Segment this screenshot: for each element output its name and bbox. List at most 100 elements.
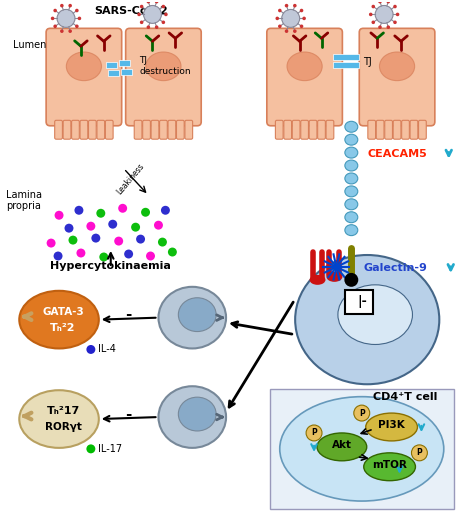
FancyBboxPatch shape	[151, 121, 159, 139]
Circle shape	[60, 29, 64, 33]
Circle shape	[136, 234, 145, 244]
Ellipse shape	[310, 275, 326, 285]
Text: Tₕ²17: Tₕ²17	[46, 406, 80, 416]
Circle shape	[275, 16, 279, 20]
Text: RORγt: RORγt	[45, 422, 82, 432]
Circle shape	[155, 0, 158, 4]
Circle shape	[141, 208, 150, 216]
FancyBboxPatch shape	[275, 121, 283, 139]
Text: Tₕ²2: Tₕ²2	[50, 323, 76, 332]
Ellipse shape	[158, 287, 226, 348]
Circle shape	[293, 4, 297, 7]
Ellipse shape	[66, 52, 101, 81]
Ellipse shape	[345, 160, 358, 171]
FancyBboxPatch shape	[134, 121, 142, 139]
Circle shape	[57, 9, 75, 27]
Circle shape	[75, 9, 79, 12]
Circle shape	[124, 249, 133, 259]
Circle shape	[54, 9, 57, 12]
Circle shape	[46, 239, 55, 248]
Circle shape	[285, 29, 288, 33]
Text: IL-4: IL-4	[98, 344, 116, 354]
Circle shape	[161, 206, 170, 215]
Circle shape	[54, 25, 57, 28]
Text: Lumen: Lumen	[13, 40, 47, 50]
Circle shape	[68, 4, 72, 7]
Circle shape	[60, 4, 64, 7]
Circle shape	[354, 405, 370, 421]
Text: P: P	[417, 448, 422, 458]
Circle shape	[302, 16, 306, 20]
Bar	[346, 290, 373, 313]
Circle shape	[168, 248, 177, 256]
Text: TJ: TJ	[363, 57, 372, 67]
Circle shape	[375, 6, 393, 24]
Circle shape	[146, 251, 155, 261]
Circle shape	[411, 445, 428, 461]
FancyBboxPatch shape	[385, 121, 392, 139]
Bar	[121, 69, 132, 75]
FancyBboxPatch shape	[89, 121, 96, 139]
Ellipse shape	[364, 453, 415, 481]
Ellipse shape	[338, 285, 412, 345]
Ellipse shape	[280, 397, 444, 501]
Circle shape	[372, 5, 375, 8]
Circle shape	[369, 13, 373, 16]
Circle shape	[131, 223, 140, 232]
Circle shape	[74, 206, 83, 215]
Circle shape	[155, 26, 158, 29]
Circle shape	[140, 5, 144, 8]
FancyBboxPatch shape	[46, 28, 122, 126]
Bar	[118, 60, 129, 66]
Circle shape	[300, 9, 303, 12]
FancyBboxPatch shape	[126, 28, 201, 126]
FancyBboxPatch shape	[185, 121, 192, 139]
Text: Lamina
propria: Lamina propria	[6, 189, 42, 211]
Ellipse shape	[345, 225, 358, 235]
Circle shape	[154, 221, 163, 230]
Circle shape	[75, 25, 79, 28]
Circle shape	[278, 25, 282, 28]
Circle shape	[386, 26, 390, 29]
Circle shape	[162, 5, 165, 8]
FancyBboxPatch shape	[267, 28, 342, 126]
Circle shape	[108, 220, 117, 229]
Ellipse shape	[345, 147, 358, 158]
Circle shape	[86, 345, 95, 354]
Ellipse shape	[317, 433, 367, 461]
Text: |-: |-	[357, 295, 367, 308]
Circle shape	[282, 9, 300, 27]
Circle shape	[64, 224, 73, 232]
Circle shape	[396, 13, 399, 16]
Text: -: -	[126, 307, 132, 322]
Ellipse shape	[19, 390, 99, 448]
Text: TJ
destruction: TJ destruction	[139, 56, 191, 76]
Circle shape	[146, 26, 150, 29]
Ellipse shape	[178, 298, 216, 331]
Bar	[270, 389, 454, 508]
Ellipse shape	[366, 413, 418, 441]
FancyBboxPatch shape	[143, 121, 150, 139]
Circle shape	[137, 13, 141, 16]
Ellipse shape	[158, 386, 226, 448]
Ellipse shape	[327, 272, 342, 282]
FancyBboxPatch shape	[292, 121, 300, 139]
FancyBboxPatch shape	[318, 121, 325, 139]
Circle shape	[76, 248, 85, 258]
Ellipse shape	[295, 255, 439, 384]
Ellipse shape	[345, 134, 358, 145]
Text: Leakiness: Leakiness	[115, 161, 146, 196]
Circle shape	[96, 209, 105, 218]
Bar	[333, 62, 359, 68]
Circle shape	[114, 236, 123, 246]
FancyBboxPatch shape	[309, 121, 317, 139]
FancyBboxPatch shape	[419, 121, 426, 139]
Text: P: P	[311, 428, 317, 438]
Circle shape	[393, 21, 397, 24]
Circle shape	[285, 4, 288, 7]
Circle shape	[146, 0, 150, 4]
Text: CD4⁺T cell: CD4⁺T cell	[373, 392, 437, 402]
Text: CEACAM5: CEACAM5	[367, 149, 427, 159]
Circle shape	[162, 21, 165, 24]
Ellipse shape	[345, 186, 358, 197]
